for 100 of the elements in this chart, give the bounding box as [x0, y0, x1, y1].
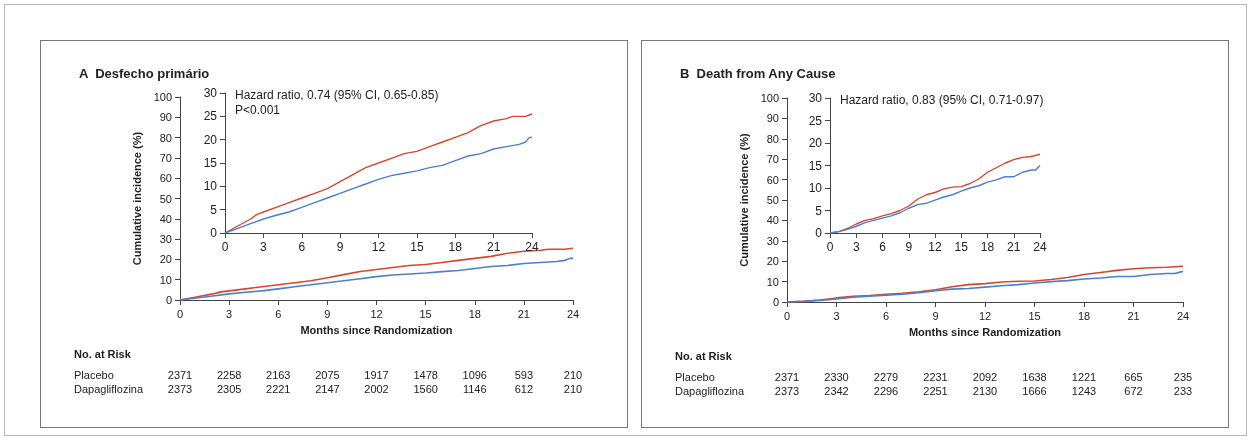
text: 1666	[1022, 385, 1047, 397]
x-tick-label: 3	[852, 240, 860, 254]
text: 2163	[266, 369, 291, 381]
text: 2092	[972, 371, 998, 383]
text: 1146	[462, 383, 487, 395]
text: 2231	[923, 371, 948, 383]
y-tick-label: 5	[210, 202, 218, 217]
x-tick-label: 12	[370, 307, 383, 320]
x-tick-label: 12	[978, 309, 992, 322]
y-tick-label: 20	[159, 253, 172, 266]
y-tick-label: 20	[203, 132, 218, 147]
x-tick-label: 21	[1007, 240, 1021, 254]
x-tick-label: 9	[324, 307, 331, 320]
text: 1221	[1071, 371, 1097, 383]
y-tick-label: 10	[766, 275, 779, 288]
x-tick-label: 24	[566, 307, 580, 320]
text: 612	[514, 383, 534, 395]
x-tick-label: 21	[517, 307, 530, 320]
y-tick-label: 50	[766, 194, 779, 206]
text: 2221	[266, 383, 291, 395]
y-tick-label: 60	[159, 172, 172, 185]
x-tick-label: 21	[1127, 309, 1140, 322]
text: 2147	[315, 383, 340, 395]
x-tick-label: 15	[1028, 309, 1041, 322]
text: Dapagliflozina	[675, 384, 745, 397]
text: 2279	[873, 371, 899, 383]
text: 1243	[1071, 385, 1097, 397]
y-tick-label: 0	[772, 296, 779, 308]
x-tick-label: 15	[419, 307, 432, 320]
x-tick-label: 0	[783, 309, 791, 322]
text: 2075	[315, 369, 340, 381]
x-tick-label: 0	[176, 307, 184, 320]
text: 1096	[462, 369, 487, 381]
text: 2130	[972, 385, 998, 397]
x-tick-label: 9	[905, 240, 913, 254]
y-tick-label: 100	[153, 91, 172, 103]
y-tick-label: 70	[159, 151, 172, 164]
x-tick-label: 24	[1033, 240, 1047, 254]
x-tick-label: 18	[1077, 309, 1091, 322]
chart-title: B Death from Any Cause	[680, 66, 836, 81]
x-tick-label: 6	[298, 240, 306, 254]
y-tick-label: 10	[203, 179, 218, 194]
text: 2251	[923, 385, 948, 397]
x-tick-label: 18	[448, 240, 463, 254]
text: 1478	[413, 369, 438, 381]
x-tick-label: 12	[928, 240, 942, 254]
x-axis-title: Months since Randomization	[908, 325, 1062, 338]
y-tick-label: 90	[766, 112, 779, 125]
x-tick-label: 15	[954, 240, 969, 254]
x-axis-title: Months since Randomization	[300, 323, 453, 336]
x-tick-label: 6	[275, 307, 282, 320]
text: 2342	[824, 385, 849, 397]
text: 210	[563, 383, 583, 395]
text: 235	[1173, 371, 1193, 383]
text: 2373	[774, 385, 800, 397]
y-tick-label: 30	[203, 86, 218, 100]
x-tick-label: 3	[833, 309, 840, 322]
y-tick-label: 15	[203, 156, 218, 170]
y-tick-label: 25	[808, 113, 823, 128]
y-tick-label: 25	[203, 109, 218, 124]
y-tick-label: 0	[815, 226, 823, 240]
text: Dapagliflozina	[74, 382, 144, 395]
text: 210	[563, 369, 583, 381]
y-tick-label: 60	[766, 173, 779, 186]
text: No. at Risk	[74, 347, 132, 360]
y-tick-label: 50	[159, 192, 172, 205]
text: 2002	[364, 383, 389, 395]
y-tick-label: 80	[159, 131, 172, 144]
text: 1560	[413, 383, 438, 395]
x-tick-label: 21	[486, 240, 501, 254]
y-tick-label: 15	[808, 158, 823, 173]
x-tick-label: 15	[410, 240, 424, 254]
y-axis-title: Cumulative incidence (%)	[131, 131, 144, 266]
y-tick-label: 30	[808, 91, 823, 105]
annotation: Hazard ratio, 0.74 (95% CI, 0.65-0.85)	[235, 88, 439, 102]
text: 1638	[1022, 371, 1047, 383]
x-tick-label: 18	[468, 307, 481, 320]
x-tick-label: 3	[260, 240, 268, 254]
y-tick-label: 5	[815, 203, 823, 218]
y-tick-label: 10	[808, 181, 823, 195]
text: 2330	[824, 371, 849, 383]
x-tick-label: 6	[882, 309, 890, 322]
chart-title: A Desfecho primário	[79, 66, 210, 81]
x-tick-label: 0	[826, 240, 834, 254]
y-tick-label: 0	[210, 226, 218, 240]
y-tick-label: 40	[766, 214, 779, 227]
text: Placebo	[74, 368, 114, 381]
y-tick-label: 100	[760, 92, 779, 104]
x-tick-label: 9	[932, 309, 939, 322]
x-tick-label: 24	[1176, 309, 1190, 322]
text: 2371	[167, 369, 193, 381]
y-tick-label: 70	[766, 153, 779, 166]
x-tick-label: 12	[371, 240, 386, 254]
text: 665	[1124, 371, 1143, 383]
y-tick-label: 90	[159, 111, 172, 124]
y-tick-label: 30	[159, 233, 172, 246]
y-tick-label: 40	[159, 212, 172, 225]
y-tick-label: 80	[766, 132, 779, 145]
x-tick-label: 0	[221, 240, 229, 254]
text: 2373	[167, 383, 193, 395]
